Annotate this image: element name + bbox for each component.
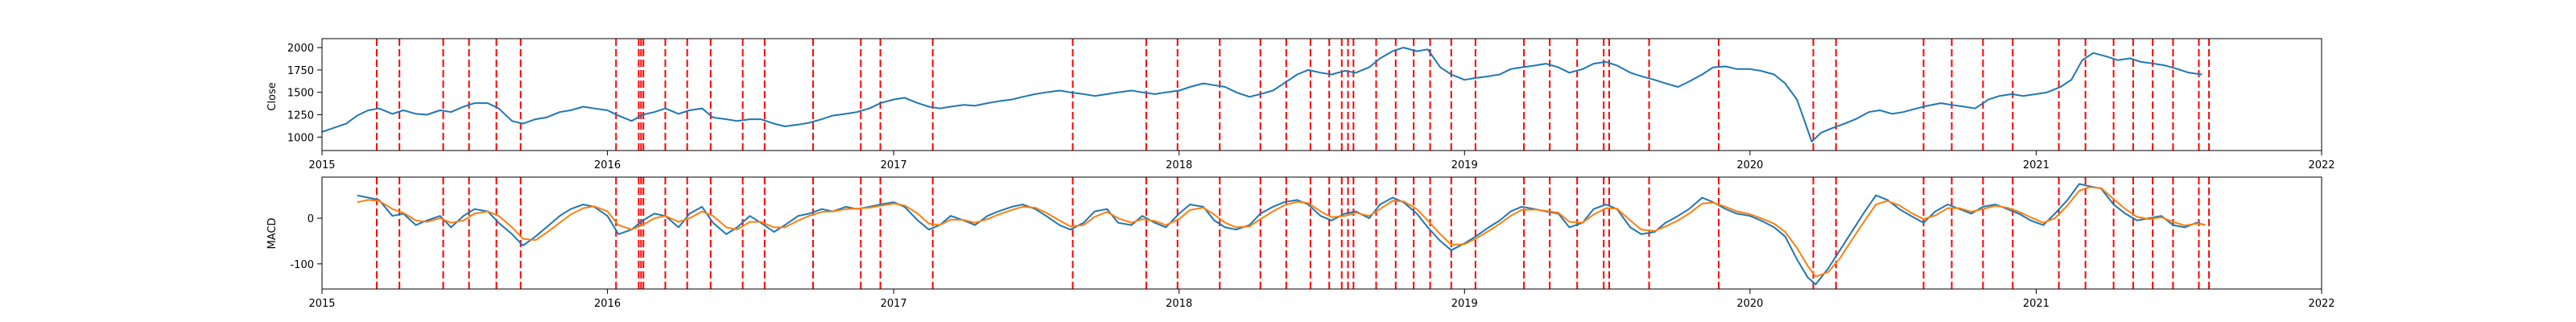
close-x-tick-label: 2019	[1451, 159, 1478, 171]
macd-series-group	[357, 183, 2206, 286]
macd-x-ticks: 2015 2016 2017 2018 2019 2020 2021 2022	[308, 289, 2335, 310]
macd-panel: MACD -1000 2015 2016 2017 2018 2019 2020 2021 2…	[266, 176, 2335, 310]
macd-axes-frame	[321, 176, 2322, 290]
close-y-axis-label: Close	[266, 82, 279, 110]
close-y-tick-label: 1000	[287, 132, 314, 144]
close-x-tick-label: 2020	[1736, 159, 1763, 171]
close-y-tick-label: 1250	[287, 110, 314, 122]
close-series-line-0	[321, 47, 2202, 142]
close-series-group	[321, 47, 2202, 142]
macd-series-line-1	[357, 186, 2206, 278]
macd-x-tick-label: 2021	[2023, 298, 2050, 310]
close-y-tick-label: 1500	[287, 88, 314, 100]
close-signal-lines	[376, 39, 2211, 151]
macd-x-tick-label: 2019	[1451, 298, 1478, 310]
macd-y-axis-label: MACD	[266, 218, 279, 250]
close-y-tick-label: 2000	[287, 43, 314, 55]
macd-signal-lines	[376, 177, 2211, 289]
close-x-tick-label: 2022	[2308, 159, 2334, 171]
close-x-tick-label: 2017	[881, 159, 907, 171]
close-y-ticks: 1000 1250 1500 1750 2000	[287, 43, 322, 144]
close-x-tick-label: 2018	[1166, 159, 1192, 171]
macd-x-tick-label: 2022	[2308, 298, 2334, 310]
close-x-ticks: 2015 2016 2017 2018 2019 2020 2021 2022	[308, 151, 2335, 171]
macd-x-tick-label: 2018	[1166, 298, 1192, 310]
macd-x-tick-label: 2016	[594, 298, 621, 310]
close-x-tick-label: 2016	[594, 159, 621, 171]
close-x-tick-label: 2021	[2023, 159, 2050, 171]
macd-x-tick-label: 2015	[308, 298, 335, 310]
close-axes-frame	[321, 38, 2322, 151]
macd-x-tick-label: 2020	[1736, 298, 1763, 310]
macd-y-tick-label: 0	[308, 213, 314, 225]
macd-y-tick-label: -100	[290, 259, 314, 271]
close-x-tick-label: 2015	[308, 159, 335, 171]
macd-y-ticks: -100 0	[290, 213, 322, 271]
close-y-tick-label: 1750	[287, 65, 314, 77]
macd-x-tick-label: 2017	[881, 298, 907, 310]
